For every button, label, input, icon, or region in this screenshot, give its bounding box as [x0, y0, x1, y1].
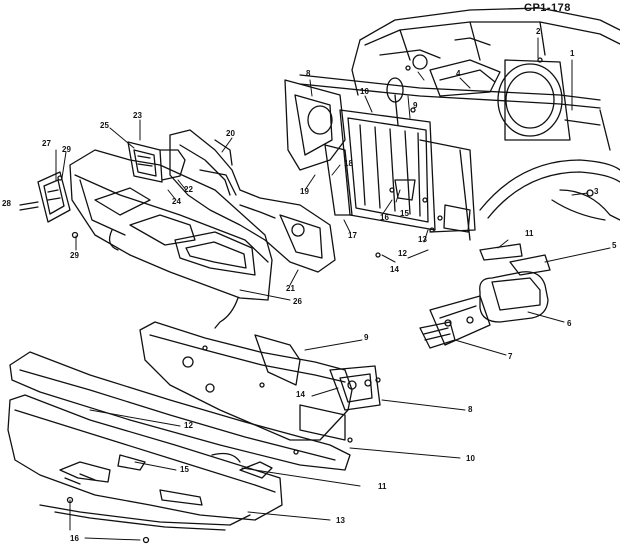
- headlamp-support: [170, 130, 335, 272]
- callout-17: 17: [348, 231, 357, 240]
- callout-14-upper: 14: [390, 265, 399, 274]
- callout-13-lower: 13: [336, 516, 345, 525]
- callout-3: 3: [594, 187, 599, 196]
- callout-2: 2: [536, 27, 541, 36]
- callout-11: 11: [525, 229, 534, 238]
- callout-19: 19: [300, 187, 309, 196]
- callout-15-lower: 15: [180, 465, 189, 474]
- diagram-code: CP1-178: [524, 2, 571, 14]
- radiator-assembly: [285, 55, 500, 240]
- callout-4: 4: [456, 69, 461, 78]
- callout-29-upper: 29: [62, 145, 71, 154]
- callout-7: 7: [508, 352, 513, 361]
- leader-lines: [56, 38, 610, 540]
- callout-9: 9: [364, 333, 369, 342]
- callout-22: 22: [184, 185, 193, 194]
- callout-1: 1: [570, 49, 575, 58]
- callout-11-lower: 11: [378, 482, 387, 491]
- callout-16-upper: 16: [380, 213, 389, 222]
- callout-10-lower: 10: [466, 454, 475, 463]
- callout-5: 5: [612, 241, 617, 250]
- bumper-reinforcement: [140, 322, 380, 440]
- callout-16: 16: [70, 534, 79, 543]
- callout-21: 21: [286, 284, 295, 293]
- callout-24: 24: [172, 197, 181, 206]
- bumper-face-bar: [8, 352, 350, 530]
- callout-14-lower: 14: [296, 390, 305, 399]
- callout-9-upper: 9: [413, 101, 418, 110]
- callout-12-upper: 12: [398, 249, 407, 258]
- callout-28: 28: [2, 199, 11, 208]
- fasteners: [20, 58, 593, 543]
- callout-20: 20: [226, 129, 235, 138]
- callout-6: 6: [567, 319, 572, 328]
- callout-15-upper: 15: [400, 209, 409, 218]
- callout-8-upper: 8: [306, 69, 311, 78]
- callout-26: 26: [293, 297, 302, 306]
- callout-18: 18: [344, 159, 353, 168]
- callout-29-lower: 29: [70, 251, 79, 260]
- callout-13-upper: 13: [418, 235, 427, 244]
- callout-8: 8: [468, 405, 473, 414]
- callout-27: 27: [42, 139, 51, 148]
- callout-10-upper: 10: [360, 87, 369, 96]
- front-fascia-panel: [38, 142, 272, 328]
- callout-12-lower: 12: [184, 421, 193, 430]
- callout-25: 25: [100, 121, 109, 130]
- callout-23: 23: [133, 111, 142, 120]
- energy-absorber: [420, 244, 550, 348]
